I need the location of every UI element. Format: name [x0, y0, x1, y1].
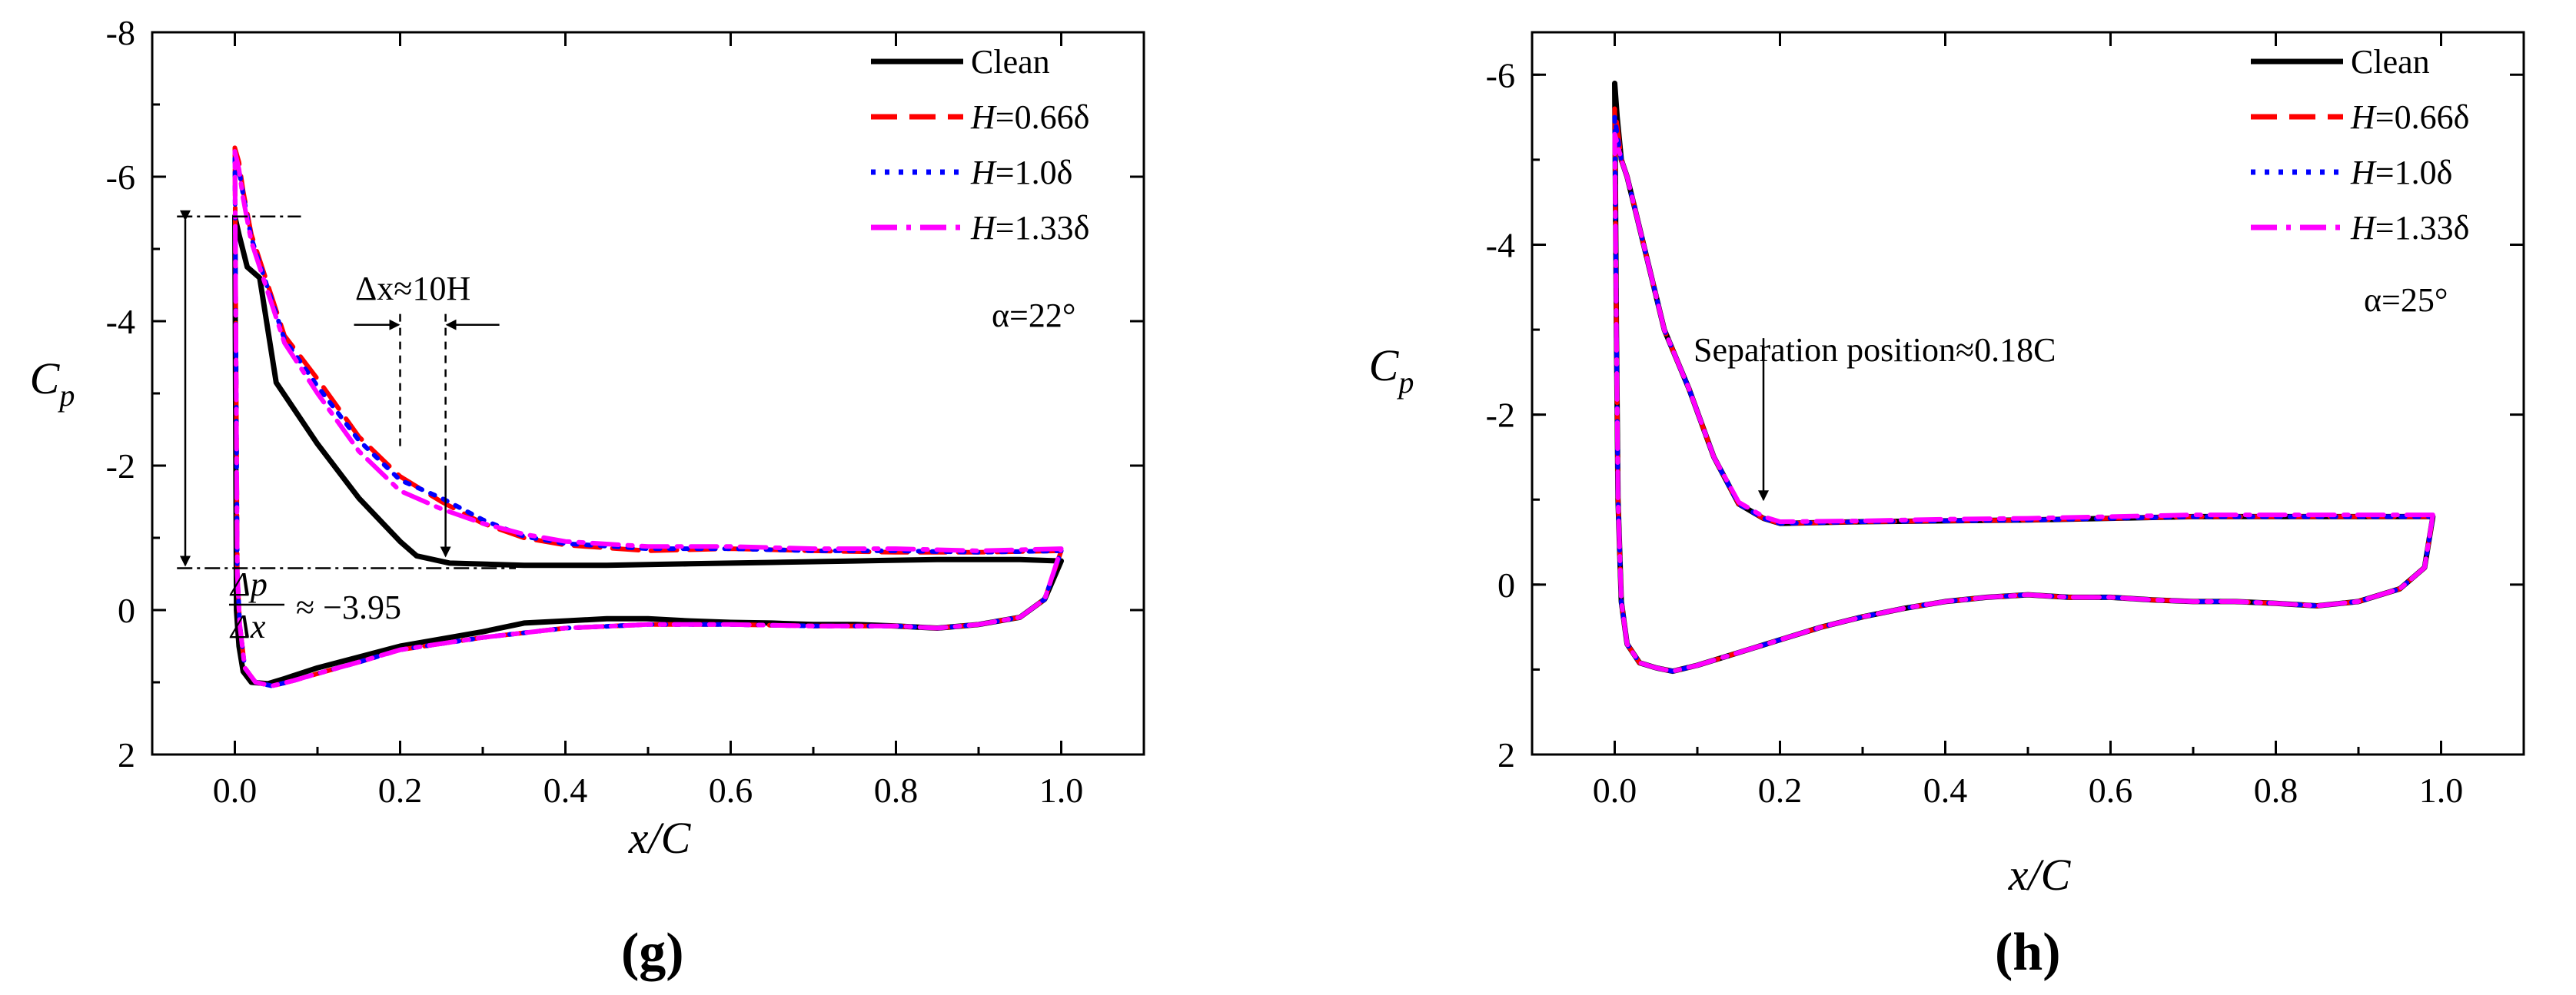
y-axis-label: Cp — [1369, 340, 1414, 400]
legend-label: H=1.0δ — [2350, 154, 2452, 191]
gradient-denominator: Δx — [229, 608, 266, 645]
legend-label: Clean — [971, 43, 1050, 81]
y-tick-label: 2 — [118, 735, 135, 774]
legend-label: H=0.66δ — [2350, 98, 2469, 136]
plot-frame — [1531, 31, 2525, 756]
x-axis-label: x/C — [2008, 850, 2072, 900]
annotations: Δx≈10H Δp Δx ≈ −3.95 — [177, 210, 516, 645]
series-line-2 — [1612, 114, 2435, 674]
y-tick-label: -4 — [1486, 225, 1515, 264]
y-tick-label: -6 — [1486, 55, 1515, 95]
x-tick-label: 0.2 — [378, 771, 423, 810]
x-tick-label: 0.0 — [1593, 771, 1637, 810]
x-axis-ticks: 0.0 0.2 0.4 0.6 0.8 1.0 — [1531, 32, 2525, 810]
series-line-3 — [232, 149, 1064, 688]
y-tick-label: -8 — [106, 13, 135, 52]
x-axis-ticks: 0.0 0.2 0.4 0.6 0.8 1.0 — [151, 32, 1145, 810]
y-tick-label: 0 — [118, 591, 135, 630]
legend-label: Clean — [2351, 43, 2430, 81]
x-tick-label: 0.2 — [1758, 771, 1803, 810]
y-tick-label: 0 — [1497, 565, 1515, 605]
legend: Clean H=0.66δ H=1.0δ H=1.33δ — [871, 43, 1089, 247]
legend-label: H=0.66δ — [970, 98, 1089, 136]
x-tick-label: 0.8 — [2254, 771, 2298, 810]
x-tick-label: 0.6 — [2089, 771, 2133, 810]
gradient-numerator: Δp — [229, 565, 268, 603]
panel-g: 0.0 0.2 0.4 0.6 0.8 1.0 -8 -6 -4 -2 0 2 Clean H=0.6… — [30, 13, 1145, 982]
y-axis-label: Cp — [30, 353, 75, 413]
legend-label: H=1.33δ — [2350, 209, 2469, 247]
series-lines — [232, 145, 1064, 688]
series-line-3 — [1612, 131, 2435, 674]
x-tick-label: 0.4 — [1923, 771, 1968, 810]
x-axis-label: x/C — [628, 813, 692, 863]
y-tick-label: 2 — [1497, 735, 1515, 774]
series-line-1 — [1612, 106, 2435, 674]
alpha-label: α=22° — [992, 297, 1075, 334]
panel-h: 0.0 0.2 0.4 0.6 0.8 1.0 -6 -4 -2 0 2 Clean H=0.66δ… — [1369, 31, 2525, 982]
y-tick-label: -2 — [106, 446, 135, 486]
x-tick-label: 0.6 — [709, 771, 753, 810]
panel-label: (g) — [621, 923, 684, 982]
legend: Clean H=0.66δ H=1.0δ H=1.33δ — [2251, 43, 2469, 247]
y-tick-label: -2 — [1486, 396, 1515, 435]
gradient-value: ≈ −3.95 — [296, 589, 401, 626]
x-tick-label: 0.8 — [874, 771, 919, 810]
y-axis-ticks: -6 -4 -2 0 2 — [1486, 55, 2524, 774]
x-tick-label: 1.0 — [1039, 771, 1084, 810]
series-lines — [1612, 80, 2436, 675]
x-tick-label: 0.0 — [213, 771, 258, 810]
legend-label: H=1.33δ — [970, 209, 1089, 247]
legend-label: H=1.0δ — [970, 154, 1072, 191]
separation-label: Separation position≈0.18C — [1694, 331, 2056, 369]
y-tick-label: -6 — [106, 158, 135, 197]
dx-label: Δx≈10H — [355, 270, 470, 307]
x-tick-label: 1.0 — [2419, 771, 2464, 810]
x-tick-label: 0.4 — [543, 771, 588, 810]
alpha-label: α=25° — [2364, 281, 2448, 319]
plot-frame — [151, 31, 1145, 756]
panel-label: (h) — [1995, 923, 2061, 982]
y-axis-ticks: -8 -6 -4 -2 0 2 — [106, 13, 1144, 774]
annotations: Separation position≈0.18C — [1694, 331, 2056, 502]
y-tick-label: -4 — [106, 302, 135, 341]
